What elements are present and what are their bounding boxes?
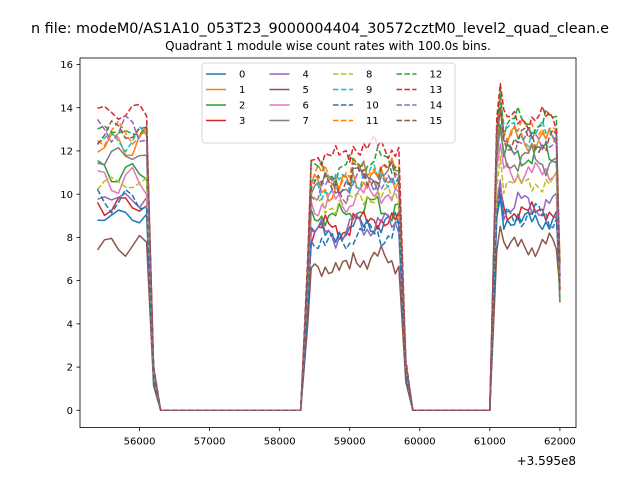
y-tick-label: 8 [67,233,73,244]
x-tick-label: 59000 [334,437,366,448]
legend-label-7: 7 [303,116,309,127]
x-tick-label: 57000 [194,437,226,448]
y-tick-label: 16 [60,60,73,71]
legend-label-3: 3 [239,116,245,127]
legend-label-6: 6 [303,101,309,112]
legend-label-5: 5 [303,85,309,96]
x-tick-label: 60000 [404,437,436,448]
series-line-11 [97,94,561,412]
y-tick-label: 4 [67,319,73,330]
legend-label-2: 2 [239,101,245,112]
y-tick-label: 6 [67,276,73,287]
legend-label-10: 10 [366,101,379,112]
series-line-15 [96,106,561,412]
x-tick-label: 62000 [544,437,576,448]
x-tick-label: 56000 [124,437,156,448]
legend-label-15: 15 [430,116,443,127]
y-tick-label: 0 [67,406,73,417]
legend-label-13: 13 [430,85,443,96]
x-tick-label: 58000 [264,437,296,448]
chart-suptitle: n file: modeM0/AS1A10_053T23_9000004404_… [31,21,609,37]
chart-title: Quadrant 1 module wise count rates with … [165,39,491,53]
y-tick-label: 12 [60,147,73,158]
axes-frame [79,57,577,429]
legend-label-4: 4 [303,70,309,81]
axes: 56000 57000 58000 59000 60000 61000 62000 0 2 4 6 8… [60,57,577,448]
y-tick-label: 14 [60,103,73,114]
y-tick-label: 2 [67,363,73,374]
series-line-10 [96,188,561,412]
legend-label-8: 8 [366,70,372,81]
series-lines [96,82,561,412]
legend-label-1: 1 [239,85,245,96]
legend-label-9: 9 [366,85,372,96]
y-tick-label: 10 [60,190,73,201]
legend-label-14: 14 [430,101,443,112]
legend-box [201,62,456,144]
legend-label-11: 11 [366,116,379,127]
legend-label-0: 0 [239,70,245,81]
x-tick-label: 61000 [474,437,506,448]
x-offset-text: +3.595e8 [517,454,576,468]
series-line-13 [97,82,561,412]
legend-label-12: 12 [430,70,443,81]
